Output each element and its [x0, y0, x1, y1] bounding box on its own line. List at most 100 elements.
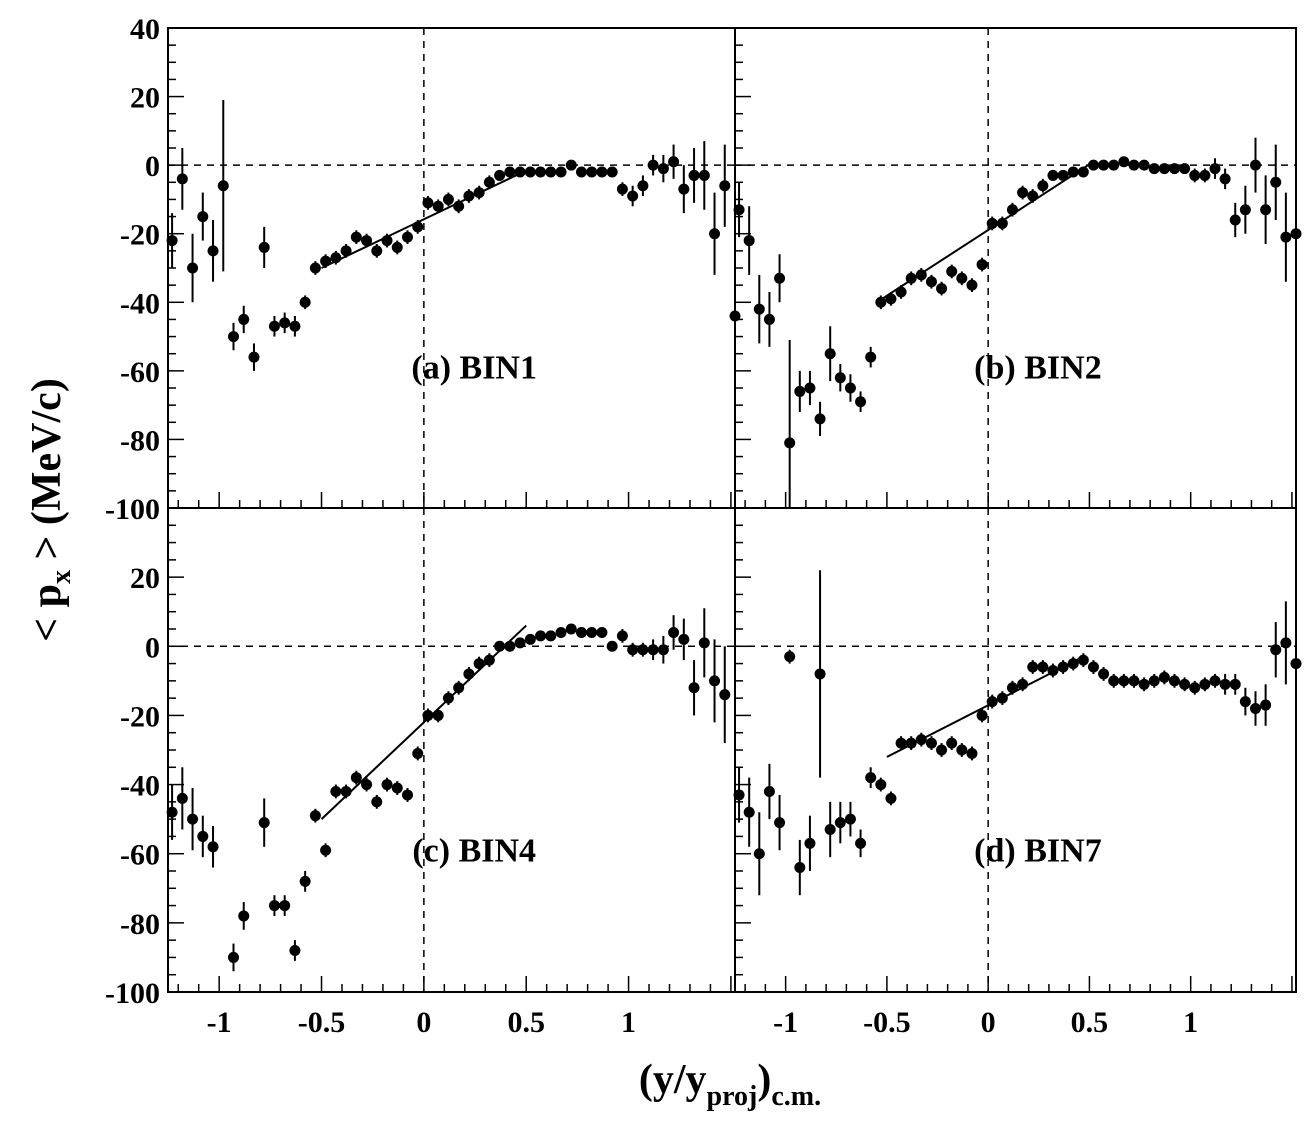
data-point [678, 633, 690, 645]
data-point [616, 630, 628, 642]
data-point [794, 385, 806, 397]
data-point [1067, 166, 1079, 178]
data-point [238, 910, 250, 922]
data-point [956, 744, 968, 756]
data-point [719, 180, 731, 192]
data-point [844, 382, 856, 394]
data-point [743, 806, 755, 818]
data-point [371, 796, 383, 808]
data-point [330, 252, 342, 264]
y-axis-title-tail: > (MeV/c) [24, 378, 70, 570]
data-point [350, 231, 362, 243]
data-point [1249, 159, 1261, 171]
data-point [586, 626, 598, 638]
panel-frame [167, 27, 736, 509]
data-point [422, 197, 434, 209]
data-point [865, 772, 877, 784]
data-point [268, 320, 280, 332]
data-point [627, 644, 639, 656]
panel-label: (a) BIN1 [411, 349, 537, 386]
data-point [494, 640, 506, 652]
data-point [381, 235, 393, 247]
data-point [774, 817, 786, 829]
data-point [381, 779, 393, 791]
data-point [895, 737, 907, 749]
y-tick-label: -100 [105, 977, 160, 1010]
data-point [340, 245, 352, 257]
data-point [966, 279, 978, 291]
data-point [647, 644, 659, 656]
data-point [1199, 169, 1211, 181]
data-point [268, 900, 280, 912]
x-axis-title-sub: proj [707, 1081, 758, 1112]
data-point [1239, 696, 1251, 708]
x-tick-label: 0.5 [1071, 1006, 1109, 1039]
data-point [627, 190, 639, 202]
data-point [473, 187, 485, 199]
data-point [176, 792, 188, 804]
data-point [1168, 675, 1180, 687]
y-tick-label: 20 [130, 562, 160, 595]
data-point [279, 317, 291, 329]
data-point [166, 235, 178, 247]
data-point [946, 737, 958, 749]
data-point [565, 159, 577, 171]
y-tick-label: -20 [120, 700, 160, 733]
data-point [733, 204, 745, 216]
data-point [936, 283, 948, 295]
data-point [925, 276, 937, 288]
data-point [535, 630, 547, 642]
y-tick-label: 0 [145, 631, 160, 664]
data-point [905, 272, 917, 284]
data-point [258, 241, 270, 253]
data-point [207, 841, 219, 853]
data-point [1168, 163, 1180, 175]
data-point [320, 844, 332, 856]
data-point [575, 626, 587, 638]
data-point [885, 293, 897, 305]
data-point [1148, 675, 1160, 687]
y-tick-label: -80 [120, 424, 160, 457]
data-point [1017, 678, 1029, 690]
data-point [432, 200, 444, 212]
data-point [361, 779, 373, 791]
data-point [1027, 661, 1039, 673]
data-point [936, 744, 948, 756]
data-point [361, 235, 373, 247]
y-tick-label: -40 [120, 287, 160, 320]
y-tick-label: -20 [120, 219, 160, 252]
data-point [228, 951, 240, 963]
data-point [834, 372, 846, 384]
data-point [844, 813, 856, 825]
data-point [875, 779, 887, 791]
y-tick-label: 40 [130, 13, 160, 46]
data-point [976, 709, 988, 721]
data-point [586, 166, 598, 178]
data-point [1229, 214, 1241, 226]
x-tick-label: 0.5 [507, 1006, 545, 1039]
data-point [575, 166, 587, 178]
data-point [289, 945, 301, 957]
panel-1: (a) BIN1 [166, 27, 741, 509]
data-point [1037, 661, 1049, 673]
x-tick-label: 0 [981, 1006, 996, 1039]
data-point [1118, 156, 1130, 168]
data-point [1270, 644, 1282, 656]
data-point [320, 255, 332, 267]
data-point [1087, 661, 1099, 673]
data-point [391, 241, 403, 253]
data-point [1290, 228, 1302, 240]
data-point [279, 900, 291, 912]
data-point [187, 262, 199, 274]
data-point [824, 824, 836, 836]
data-point [412, 221, 424, 233]
data-point [412, 747, 424, 759]
data-point [1067, 658, 1079, 670]
data-point [1219, 173, 1231, 185]
data-point [1027, 190, 1039, 202]
data-point [1077, 166, 1089, 178]
data-point [1118, 675, 1130, 687]
data-point [698, 169, 710, 181]
data-point [1229, 678, 1241, 690]
data-point [401, 231, 413, 243]
